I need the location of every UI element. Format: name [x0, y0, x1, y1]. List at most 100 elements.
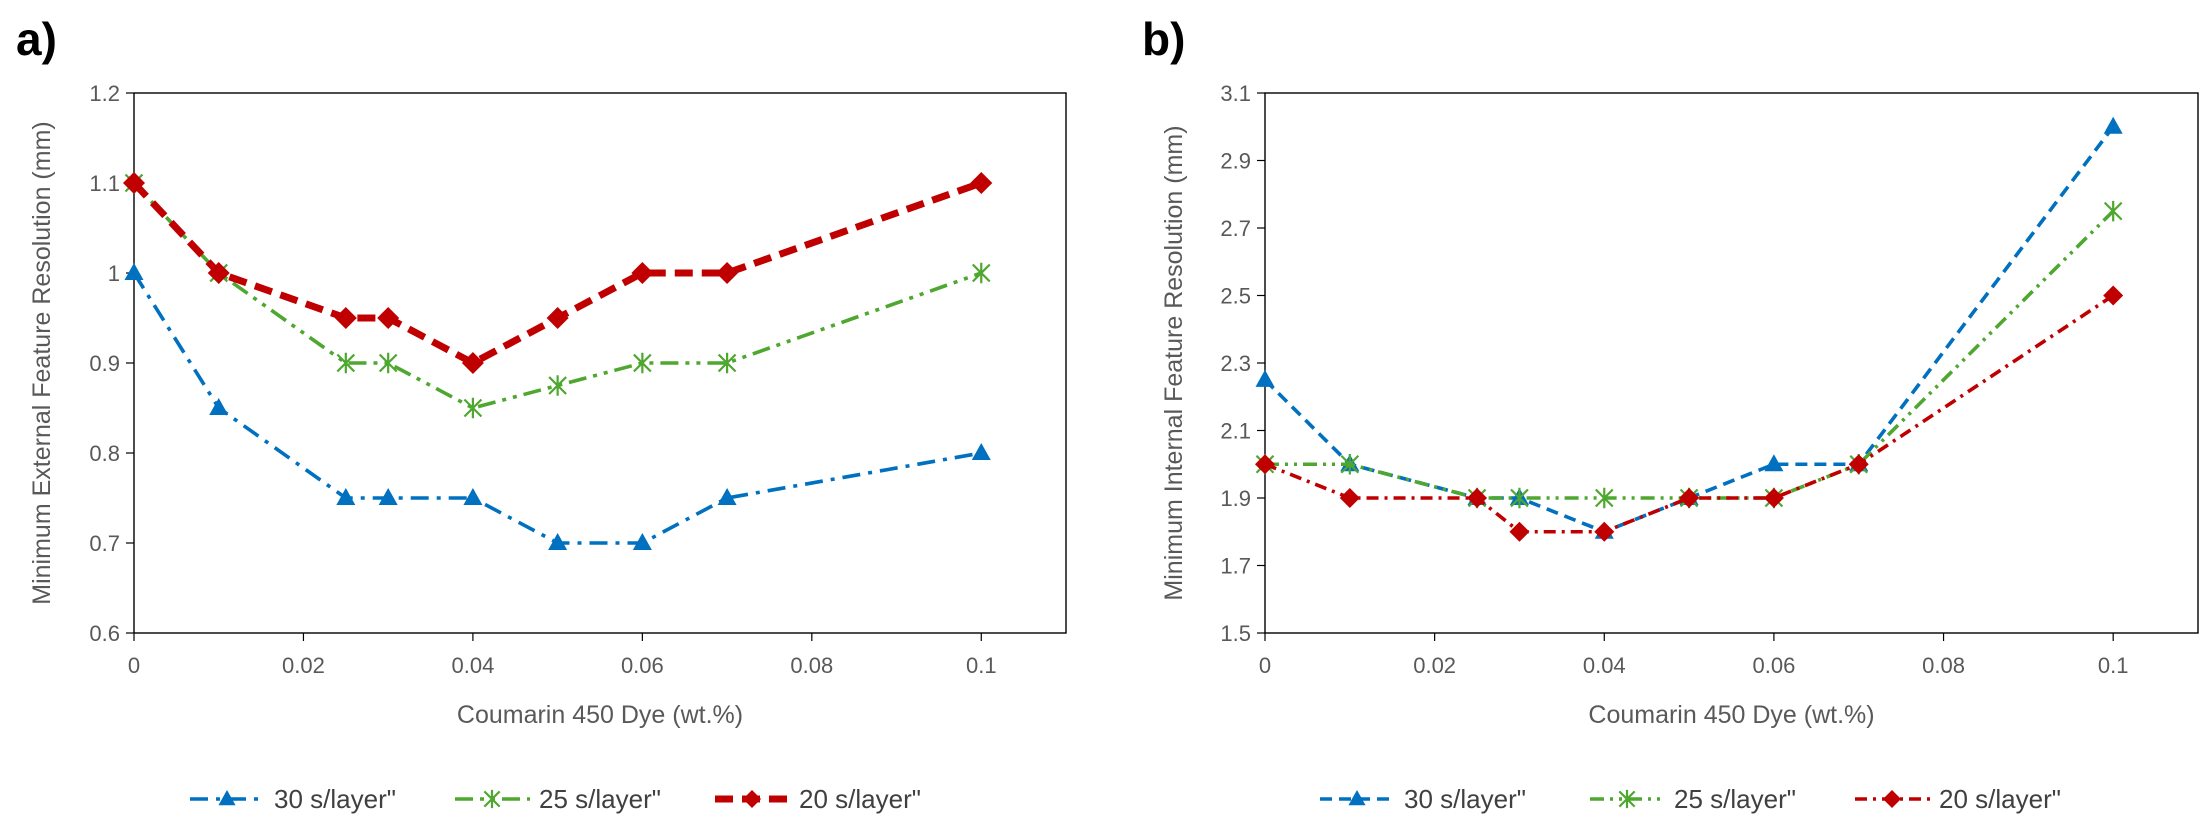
legend-label: 30 s/layer" — [274, 784, 396, 814]
y-tick-label: 2.5 — [1220, 284, 1251, 309]
plot-frame — [1264, 92, 2199, 634]
data-point — [1255, 454, 1275, 475]
series-line — [132, 272, 982, 545]
y-tick-label: 0.6 — [89, 621, 120, 646]
x-tick-label: 0.04 — [1583, 653, 1626, 678]
y-tick-label: 2.9 — [1220, 149, 1251, 174]
chart-panel-a: a) 0 0.02 0.04 0.06 0.08 0.1 0.6 0.7 0.8 0.9 1 1.1 1.… — [16, 13, 1067, 814]
data-point — [546, 307, 569, 329]
x-tick-label: 0.06 — [621, 653, 664, 678]
panel-label: a) — [16, 13, 57, 65]
data-point — [1594, 521, 1615, 542]
data-point — [207, 262, 230, 284]
data-point — [2103, 285, 2124, 306]
data-point — [1763, 488, 1784, 508]
data-point — [1764, 454, 1784, 472]
legend-marker — [1618, 789, 1636, 809]
legend-label: 30 s/layer" — [1404, 784, 1526, 814]
legend-item: 25 s/layer" — [1590, 784, 1796, 814]
x-tick-label: 0 — [128, 653, 140, 678]
x-tick-label: 0 — [1259, 653, 1271, 678]
x-tick-label: 0.02 — [1413, 653, 1456, 678]
data-point — [123, 172, 145, 194]
y-tick-label: 1.5 — [1220, 621, 1251, 646]
data-point — [971, 443, 991, 460]
data-point — [463, 488, 483, 505]
data-point — [1339, 488, 1360, 508]
series-2 — [123, 172, 993, 374]
legend-label: 20 s/layer" — [1939, 784, 2061, 814]
legend-item: 20 s/layer" — [715, 784, 921, 814]
y-axis-title: Minimum Internal Feature Resolution (mm) — [1160, 125, 1188, 600]
legend: 30 s/layer" 25 s/layer" 20 s/layer" — [1320, 784, 2061, 814]
x-tick-label: 0.06 — [1752, 653, 1795, 678]
legend-item: 30 s/layer" — [1320, 784, 1526, 814]
data-point — [124, 263, 144, 280]
x-tick-label: 0.1 — [2098, 653, 2129, 678]
legend-marker — [483, 789, 501, 809]
x-tick-label: 0.02 — [282, 653, 325, 678]
legend-label: 25 s/layer" — [539, 784, 661, 814]
legend-marker — [218, 790, 236, 806]
y-tick-label: 1.1 — [89, 171, 120, 196]
data-point — [2103, 116, 2123, 134]
data-point — [209, 398, 229, 415]
series-line — [131, 179, 983, 367]
data-point — [633, 352, 652, 374]
y-tick-label: 0.7 — [89, 531, 120, 556]
plot-frame — [133, 92, 1067, 634]
y-tick-label: 1.7 — [1220, 554, 1251, 579]
data-point — [631, 262, 654, 284]
data-point — [334, 307, 357, 329]
data-point — [717, 352, 737, 374]
panel-label: b) — [1142, 13, 1185, 65]
y-tick-label: 1 — [108, 261, 120, 286]
x-tick-label: 0.1 — [966, 653, 997, 678]
series-1 — [124, 172, 991, 419]
data-point — [377, 307, 400, 329]
y-tick-label: 0.9 — [89, 351, 120, 376]
data-point — [971, 262, 991, 284]
series-0 — [124, 263, 991, 550]
legend-item: 30 s/layer" — [190, 784, 396, 814]
y-tick-label: 3.1 — [1220, 81, 1251, 106]
data-point — [1848, 454, 1869, 475]
data-point — [461, 352, 484, 374]
data-point — [336, 352, 356, 374]
series-line — [1263, 125, 2115, 534]
x-tick-label: 0.04 — [451, 653, 494, 678]
data-point — [1467, 488, 1488, 508]
x-axis-title: Coumarin 450 Dye (wt.%) — [457, 701, 743, 729]
data-point — [1255, 369, 1275, 387]
data-point — [1340, 454, 1360, 475]
data-point — [717, 488, 737, 505]
series-2 — [1255, 285, 2124, 542]
data-point — [716, 262, 739, 284]
y-tick-label: 1.9 — [1220, 486, 1251, 511]
data-point — [1679, 488, 1700, 508]
data-point — [548, 375, 567, 396]
x-axis-title: Coumarin 450 Dye (wt.%) — [1588, 701, 1874, 729]
chart-panel-b: b) 0 0.02 0.04 0.06 0.08 0.1 1.5 1.7 1.9 2.1 2.3 2.5… — [1142, 13, 2199, 814]
data-point — [378, 352, 398, 374]
data-point — [378, 488, 398, 505]
x-tick-label: 0.08 — [790, 653, 833, 678]
data-point — [970, 172, 993, 194]
legend: 30 s/layer" 25 s/layer" 20 s/layer" — [190, 784, 921, 814]
data-point — [336, 488, 356, 505]
y-tick-label: 2.1 — [1220, 419, 1251, 444]
data-point — [1594, 487, 1614, 509]
y-tick-label: 2.7 — [1220, 216, 1251, 241]
legend-marker — [1348, 790, 1366, 806]
y-axis-title: Minimum External Feature Resolution (mm) — [28, 121, 56, 604]
legend-marker — [743, 790, 761, 808]
data-point — [1510, 487, 1529, 509]
data-point — [548, 533, 568, 550]
series-line — [1265, 209, 2115, 500]
data-point — [632, 533, 652, 550]
legend-item: 20 s/layer" — [1855, 784, 2061, 814]
legend-label: 20 s/layer" — [799, 784, 921, 814]
y-tick-label: 0.8 — [89, 441, 120, 466]
data-point — [463, 397, 483, 419]
